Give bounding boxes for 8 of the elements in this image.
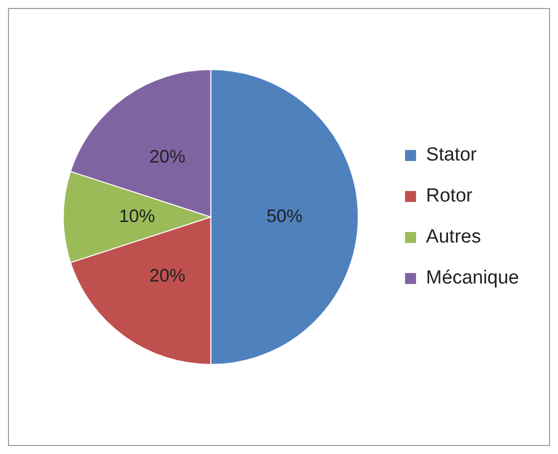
legend-label: Stator — [426, 144, 478, 166]
data-label: 20% — [149, 266, 186, 286]
data-label: 10% — [119, 206, 156, 226]
legend-label: Rotor — [426, 186, 474, 207]
data-label: 20% — [149, 146, 186, 166]
legend-label: Autres — [426, 226, 481, 248]
legend-label: Mécanique — [426, 268, 520, 289]
data-label: 50% — [266, 206, 303, 226]
